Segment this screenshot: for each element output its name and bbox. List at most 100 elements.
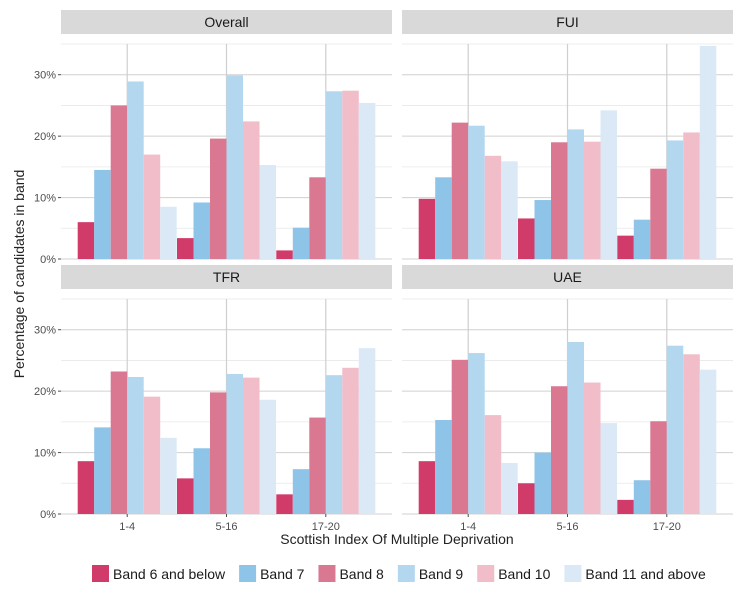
bar [177, 478, 194, 514]
bar [127, 377, 144, 514]
bar [551, 142, 568, 259]
bar [160, 206, 177, 259]
legend-item: Band 11 and above [564, 565, 706, 582]
bar [94, 169, 111, 259]
bar [193, 202, 210, 259]
bar [518, 218, 535, 259]
legend-swatch [318, 565, 336, 582]
bar [226, 373, 243, 514]
bar [358, 348, 376, 514]
bar [501, 463, 518, 514]
y-tick-label: 20% [34, 131, 56, 143]
legend-label: Band 10 [498, 566, 550, 582]
panel-strip [402, 265, 733, 289]
y-tick-label: 20% [34, 386, 56, 398]
legend-label: Band 6 and below [113, 566, 226, 582]
bar [584, 382, 601, 514]
bar [342, 90, 359, 259]
panel-strip [61, 10, 392, 34]
bar [418, 461, 436, 514]
bar [501, 161, 518, 259]
bar [243, 377, 260, 514]
panel-tfr: TFR 0% 10% 20% 30% 1-4 5-16 17-20 [34, 265, 392, 533]
legend-item: Band 10 [477, 565, 551, 582]
bar [309, 177, 326, 259]
legend-swatch [239, 565, 257, 582]
bar [600, 110, 617, 259]
y-tick-label: 10% [34, 193, 56, 205]
legend-item: Band 7 [239, 565, 305, 582]
y-tick-label: 10% [34, 448, 56, 460]
bar [110, 105, 128, 259]
legend-label: Band 7 [260, 566, 305, 582]
bar [435, 177, 452, 259]
bar [617, 235, 634, 259]
bar [699, 369, 717, 514]
x-tick-label: 5-16 [556, 521, 578, 533]
legend-swatch [92, 565, 109, 582]
legend-item: Band 6 and below [92, 565, 226, 582]
bar [210, 138, 227, 259]
bar [127, 81, 144, 259]
x-axis-title: Scottish Index Of Multiple Deprivation [280, 531, 513, 547]
bar [567, 129, 584, 259]
legend: Band 6 and below Band 7 Band 8 Band 9 Band 1… [92, 565, 706, 582]
bar [567, 342, 584, 514]
bar [143, 154, 161, 259]
bar [77, 461, 95, 514]
bar [584, 141, 601, 259]
panel-strip [402, 10, 733, 34]
panel-strip [61, 265, 392, 289]
legend-swatch [564, 565, 582, 582]
bar [276, 250, 293, 259]
x-tick-label: 5-16 [215, 521, 237, 533]
bar [342, 367, 359, 514]
y-tick-label: 30% [34, 70, 56, 82]
bar [518, 483, 535, 514]
x-tick-label: 1-4 [460, 521, 476, 533]
bar [451, 122, 469, 259]
legend-swatch [397, 565, 415, 582]
panel-uae: UAE 1-4 5-16 17-20 [402, 265, 733, 533]
bar [210, 392, 227, 514]
bar [292, 227, 310, 259]
bar [110, 371, 128, 514]
bar [418, 198, 436, 259]
bar [276, 494, 293, 514]
panels-layer: Overall 0% 10% 20% 30% FUI TFR 0% 10% 20% 30% 1-4 5-… [34, 10, 733, 533]
y-axis-title: Percentage of candidates in band [11, 170, 27, 379]
bar [468, 353, 485, 514]
bar [451, 359, 469, 514]
panel-title: Overall [204, 14, 248, 30]
panel-title: TFR [213, 269, 240, 285]
bar [617, 499, 634, 514]
bar [633, 480, 651, 514]
panel-title: UAE [553, 269, 582, 285]
bar [259, 399, 276, 514]
legend-item: Band 9 [397, 565, 463, 582]
y-tick-label: 0% [40, 254, 56, 266]
bar [77, 222, 95, 259]
legend-label: Band 8 [339, 566, 384, 582]
y-tick-label: 30% [34, 325, 56, 337]
bar [358, 102, 376, 259]
bar [325, 91, 343, 259]
bar [292, 469, 310, 514]
bar [177, 238, 194, 259]
bar [484, 155, 502, 259]
bar [666, 345, 684, 514]
bar [650, 168, 667, 259]
legend-item: Band 8 [318, 565, 384, 582]
x-tick-label: 17-20 [312, 521, 340, 533]
bar [468, 125, 485, 259]
panel-title: FUI [556, 14, 579, 30]
bar [699, 45, 717, 259]
legend-label: Band 11 and above [585, 566, 706, 582]
bar [484, 415, 502, 514]
x-tick-label: 1-4 [119, 521, 135, 533]
bar [683, 132, 700, 259]
bar [243, 121, 260, 260]
panel-fui: FUI [402, 10, 733, 260]
y-tick-label: 0% [40, 509, 56, 521]
